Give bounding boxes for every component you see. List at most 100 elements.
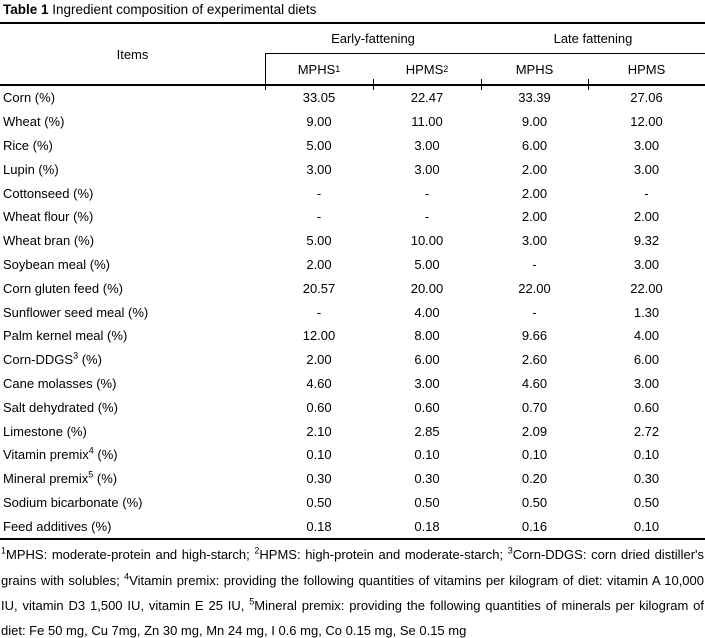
cell-value: - (532, 304, 537, 320)
cell-value: - (316, 185, 322, 201)
cell-value: - (532, 256, 537, 272)
table-row: Palm kernel meal (%) 12.00 8.00 9.66 4.0… (0, 324, 705, 348)
group-header-early-fattening: Early-fattening (331, 31, 415, 46)
ingredient-unit: (%) (86, 256, 110, 272)
table-row: Cane molasses (%) 4.60 3.00 4.60 3.00 (0, 372, 705, 396)
cell-value: 9.00 (521, 114, 548, 130)
cell-value: 4.00 (633, 328, 660, 344)
header-cell-tick (481, 79, 482, 84)
cell-value: 6.00 (414, 352, 440, 368)
cell-value: 2.00 (521, 185, 548, 201)
ingredient-superscript: 4 (88, 446, 94, 457)
cell-value: 10.00 (410, 233, 444, 249)
cell-value: 2.00 (306, 352, 332, 368)
footnote-text: Corn-DDGS: corn dried distiller's grains… (1, 547, 704, 588)
cell-value: - (644, 185, 649, 201)
ingredient-name: Rice (3, 137, 30, 153)
cell-value: 0.30 (414, 471, 440, 487)
table-row: Corn gluten feed (%) 20.57 20.00 22.00 2… (0, 276, 705, 300)
ingredient-unit: (%) (93, 447, 118, 463)
header-cell-tick (481, 86, 482, 90)
header-cell-divider (265, 54, 266, 84)
cell-value: - (316, 304, 322, 320)
cell-value: 33.39 (518, 90, 551, 106)
cell-value: 3.00 (414, 161, 440, 177)
footnote-marker: 4 (124, 571, 130, 582)
footnote-text: Mineral premix: providing the following … (1, 597, 704, 638)
subcolumn-header-mphs-late: MPHS (481, 54, 588, 84)
cell-value: 9.00 (306, 114, 332, 130)
ingredient-name: Wheat bran (3, 233, 71, 249)
row-label: Feed additives (%) (0, 519, 265, 534)
footnote-text: Vitamin premix: providing the following … (1, 572, 705, 613)
table-row: Sunflower seed meal (%) - 4.00 - 1.30 (0, 300, 705, 324)
cell-value: 22.47 (410, 90, 444, 106)
ingredient-name: Corn gluten feed (3, 280, 100, 296)
table-title-number: Table 1 (3, 2, 49, 17)
ingredient-name: Mineral premix (3, 471, 89, 487)
cell-value: 0.50 (521, 494, 548, 510)
cell-value: 5.00 (306, 137, 332, 153)
footnote-marker: 2 (254, 545, 260, 556)
ingredient-unit: (%) (31, 90, 56, 106)
table-row: Mineral premix5 (%) 0.30 0.30 0.20 0.30 (0, 467, 705, 491)
cell-value: 0.50 (306, 494, 332, 510)
ingredient-unit: (%) (70, 233, 95, 249)
table-row: Soybean meal (%) 2.00 5.00 - 3.00 (0, 253, 705, 277)
row-label: Cottonseed (%) (0, 186, 265, 201)
ingredient-name: Vitamin premix (3, 447, 89, 463)
cell-value: 2.10 (306, 423, 332, 439)
cell-value: 4.00 (414, 304, 440, 320)
cell-value: - (424, 185, 430, 201)
ingredient-name: Sodium bicarbonate (3, 494, 119, 510)
cell-value: 2.00 (521, 161, 548, 177)
footnote-marker: 5 (249, 596, 255, 607)
row-label: Rice (%) (0, 138, 265, 153)
table-row: Feed additives (%) 0.18 0.18 0.16 0.10 (0, 514, 705, 538)
cell-value: 22.00 (518, 280, 551, 296)
cell-value: 5.00 (414, 256, 440, 272)
row-label: Corn (%) (0, 90, 265, 105)
header-cell-tick (265, 86, 266, 90)
ingredient-superscript: 3 (73, 350, 79, 361)
footnote-marker: 3 (507, 545, 513, 556)
cell-value: 4.60 (306, 375, 332, 391)
cell-value: 8.00 (414, 328, 440, 344)
cell-value: 12.00 (302, 328, 336, 344)
row-label: Lupin (%) (0, 162, 265, 177)
row-label: Cane molasses (%) (0, 376, 265, 391)
row-label: Sodium bicarbonate (%) (0, 495, 265, 510)
row-label: Mineral premix5 (%) (0, 470, 265, 487)
ingredient-unit: (%) (62, 423, 87, 439)
cell-value: 2.00 (633, 209, 660, 225)
footnote-text: MPHS: moderate-protein and high-starch; (6, 547, 255, 563)
cell-value: 0.30 (306, 471, 332, 487)
cell-value: 20.00 (410, 280, 444, 296)
ingredient-unit: (%) (78, 352, 102, 368)
table-header: Items Early-fattening Late fattening MPH… (0, 22, 705, 86)
subcolumn-header-hpms-early: HPMS 2 (405, 61, 449, 77)
ingredient-name: Salt dehydrated (3, 399, 95, 415)
cell-value: 33.05 (302, 90, 336, 106)
table-body: Corn (%) 33.05 22.47 33.39 27.06 Wheat (… (0, 86, 705, 541)
cell-value: 2.00 (521, 209, 548, 225)
cell-value: 0.16 (521, 518, 548, 534)
cell-value: - (424, 209, 430, 225)
cell-value: 0.10 (633, 447, 660, 463)
subcolumn-label: HPMS (627, 61, 666, 77)
header-cell-tick (373, 79, 374, 84)
cell-value: 6.00 (633, 352, 660, 368)
footnote-marker: 1 (1, 545, 7, 556)
cell-value: 3.00 (633, 137, 660, 153)
ingredient-name: Feed additives (3, 518, 88, 534)
ingredient-name: Soybean meal (3, 256, 87, 272)
cell-value: 0.18 (414, 518, 440, 534)
ingredient-unit: (%) (40, 114, 65, 130)
cell-value: 0.70 (521, 399, 548, 415)
ingredient-name: Palm kernel meal (3, 328, 104, 344)
ingredient-name: Cane molasses (3, 375, 93, 391)
cell-value: 2.60 (521, 352, 548, 368)
cell-value: 0.10 (633, 518, 660, 534)
ingredient-unit: (%) (118, 494, 143, 510)
ingredient-name: Sunflower seed meal (3, 304, 125, 320)
